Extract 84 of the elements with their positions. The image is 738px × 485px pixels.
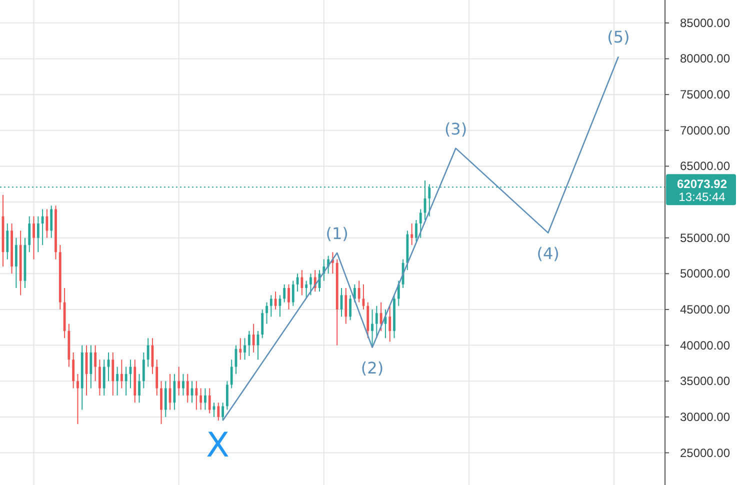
candlestick <box>146 338 150 368</box>
y-tick-label: 30000.00 <box>680 410 730 424</box>
y-tick-label: 45000.00 <box>680 302 730 316</box>
candlestick <box>94 344 97 382</box>
candlestick <box>112 352 114 396</box>
candlestick <box>186 373 189 404</box>
candlestick <box>102 359 106 396</box>
candlestick <box>142 352 145 389</box>
y-tick-label: 55000.00 <box>680 230 730 245</box>
candlestick <box>124 366 128 396</box>
candlestick <box>270 294 272 318</box>
candlestick <box>200 388 202 410</box>
text: 13:45:44 <box>678 190 726 204</box>
candlestick <box>349 294 352 321</box>
annotation: (2) <box>360 358 384 378</box>
y-tick-label: 80000.00 <box>680 52 730 66</box>
annotation: (4) <box>536 244 560 263</box>
candlestick <box>90 344 92 389</box>
candlestick <box>204 388 206 410</box>
y-tick-label: 35000.00 <box>680 374 730 388</box>
y-tick-label: 75000.00 <box>680 88 730 102</box>
annotation: (1) <box>326 224 348 243</box>
y-tick-label: 25000.00 <box>680 446 730 460</box>
candlestick <box>353 284 356 303</box>
candlestick <box>120 359 123 389</box>
candlestick <box>252 323 255 353</box>
candlestick <box>388 305 392 342</box>
candlestick <box>212 402 216 418</box>
candlestick <box>36 216 40 253</box>
candlestick <box>41 208 44 246</box>
candlestick <box>76 373 79 425</box>
annotation: (3) <box>444 119 468 138</box>
candlestick <box>160 380 162 425</box>
candlestick <box>244 338 246 360</box>
candlestick <box>138 373 140 404</box>
candlestick <box>274 291 277 310</box>
candlestick <box>32 216 35 260</box>
line-series <box>222 56 620 422</box>
candlestick <box>358 280 360 303</box>
ref-line-label: 62073.92 <box>676 177 728 192</box>
candlestick <box>6 223 9 260</box>
candlestick <box>248 330 250 357</box>
y-tick-label: 50000.00 <box>680 266 730 281</box>
candlestick <box>217 402 220 422</box>
candlestick <box>156 359 158 396</box>
candlestick <box>173 373 176 410</box>
candlestick <box>292 280 294 306</box>
candlestick <box>344 287 348 324</box>
y-tick-label: 85000.00 <box>680 16 730 30</box>
candlestick <box>380 302 382 332</box>
candlestick <box>222 402 224 422</box>
candlestick <box>195 380 198 410</box>
candlestick <box>305 280 308 300</box>
candlestick <box>300 270 304 296</box>
y-tick-label: 70000.00 <box>680 123 730 138</box>
candlestick <box>397 280 400 306</box>
annotation: (5) <box>607 28 630 47</box>
candlestick <box>283 284 286 303</box>
candlestick <box>164 380 167 418</box>
candlestick <box>28 216 31 253</box>
candlestick <box>208 388 211 414</box>
candlestick <box>182 373 184 396</box>
candlestick <box>14 237 18 288</box>
candlestick <box>50 205 53 238</box>
candlestick <box>419 208 422 238</box>
y-tick-label: 40000.00 <box>680 338 730 352</box>
candlestick <box>261 308 264 339</box>
candlestick <box>288 284 290 310</box>
candlestick <box>72 352 75 389</box>
candlestick <box>239 338 242 360</box>
candlestick <box>178 366 180 396</box>
candlestick <box>116 366 118 396</box>
candlestick <box>98 359 101 396</box>
candlestick <box>310 273 312 296</box>
candlestick <box>375 305 378 339</box>
annotation: X <box>206 426 230 466</box>
candlestick <box>266 302 268 324</box>
y-tick-label: 65000.00 <box>680 159 730 174</box>
candlestick <box>230 359 233 389</box>
candlestick <box>278 294 282 318</box>
candlestick <box>415 219 418 242</box>
candlestick <box>371 308 374 348</box>
candlestick <box>410 223 414 246</box>
candlestick <box>226 380 228 410</box>
